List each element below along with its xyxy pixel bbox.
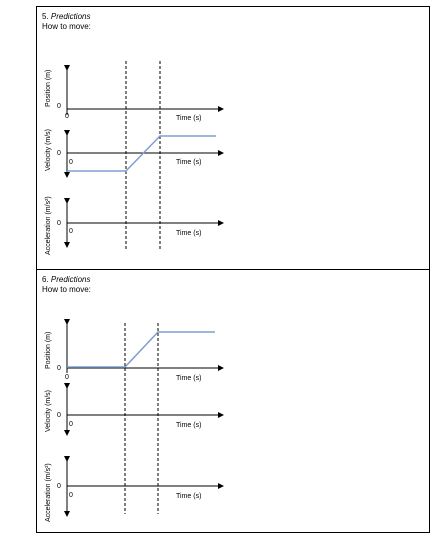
- velocity-curve: [67, 135, 216, 172]
- y-axis-label: Acceleration (m/s²): [45, 196, 52, 255]
- y-axis-label: Position (m): [45, 70, 52, 107]
- velocity-graph[interactable]: 0 0 Time (s) Velocity (m/s): [45, 129, 224, 178]
- origin-label: 0: [69, 159, 73, 166]
- zero-label: 0: [57, 220, 61, 227]
- section-subtitle: How to move:: [42, 22, 91, 31]
- section-title-text: Predictions: [50, 275, 91, 284]
- y-axis-label: Velocity (m/s): [45, 390, 52, 432]
- graph-set-6: 0 0 Time (s) Position (m) 0 0 Time (s) V…: [45, 319, 224, 522]
- zero-label: 0: [57, 365, 61, 372]
- x-axis-label: Time (s): [176, 375, 201, 382]
- zero-label: 0: [57, 412, 61, 419]
- x-axis-label: Time (s): [176, 115, 201, 122]
- section-number: 6.: [42, 275, 49, 284]
- origin-label: 0: [65, 113, 69, 120]
- zero-label: 0: [57, 150, 61, 157]
- position-graph[interactable]: 0 0 Time (s) Position (m): [45, 65, 224, 122]
- acceleration-graph[interactable]: 0 0 Time (s) Acceleration (m/s²): [45, 456, 224, 522]
- x-axis-label: Time (s): [176, 230, 201, 237]
- section-title: 5. Predictions: [42, 12, 90, 22]
- y-axis-label: Position (m): [45, 332, 52, 369]
- section-number: 5.: [42, 12, 49, 21]
- y-axis-label: Acceleration (m/s²): [45, 463, 52, 522]
- x-axis-label: Time (s): [176, 493, 201, 500]
- x-axis-label: Time (s): [176, 422, 201, 429]
- zero-label: 0: [57, 483, 61, 490]
- x-axis-label: Time (s): [176, 159, 201, 166]
- origin-label: 0: [65, 374, 69, 381]
- prediction-box-5: 5. Predictions How to move: 0 0 Time (s)…: [36, 6, 430, 270]
- position-curve: [67, 331, 215, 368]
- position-graph[interactable]: 0 0 Time (s) Position (m): [45, 319, 224, 382]
- origin-label: 0: [69, 492, 73, 499]
- velocity-graph[interactable]: 0 0 Time (s) Velocity (m/s): [45, 383, 224, 436]
- section-title: 6. Predictions: [42, 275, 90, 285]
- acceleration-graph[interactable]: 0 0 Time (s) Acceleration (m/s²): [45, 196, 224, 255]
- origin-label: 0: [69, 421, 73, 428]
- graph-set-5: 0 0 Time (s) Position (m) 0 0 Time (s) V…: [45, 61, 224, 255]
- prediction-box-6: 6. Predictions How to move: 0 0 Time (s)…: [36, 269, 430, 533]
- section-subtitle: How to move:: [42, 285, 91, 294]
- zero-label: 0: [57, 103, 61, 110]
- section-title-text: Predictions: [50, 12, 91, 21]
- y-axis-label: Velocity (m/s): [45, 129, 52, 171]
- origin-label: 0: [69, 228, 73, 235]
